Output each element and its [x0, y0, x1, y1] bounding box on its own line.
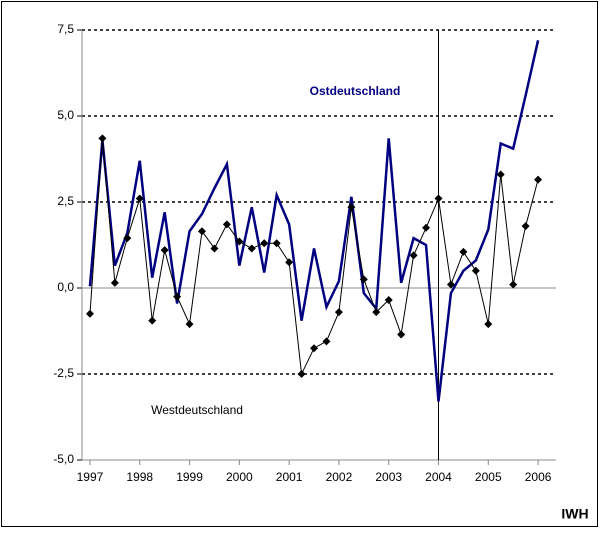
marker: [272, 239, 281, 248]
marker: [372, 308, 381, 317]
marker: [160, 246, 169, 255]
source: IWH: [561, 506, 588, 522]
marker: [235, 237, 244, 246]
marker: [484, 320, 493, 329]
marker: [310, 344, 319, 353]
y-tick-label: -5,0: [53, 452, 74, 466]
marker: [110, 278, 119, 287]
marker: [409, 251, 418, 260]
marker: [173, 292, 182, 301]
y-tick-label: 0,0: [57, 280, 74, 294]
marker: [197, 227, 206, 236]
x-tick-label: 2000: [226, 470, 253, 484]
x-tick-label: 1997: [77, 470, 104, 484]
marker: [509, 280, 518, 289]
marker: [148, 316, 157, 325]
marker: [459, 247, 468, 256]
series-label: Ostdeutschland: [310, 84, 401, 98]
line: [88, 40, 540, 402]
series-label: Westdeutschland: [151, 403, 243, 417]
marker: [434, 194, 443, 203]
marker: [185, 320, 194, 329]
marker: [135, 194, 144, 203]
marker: [322, 337, 331, 346]
marker: [534, 175, 543, 184]
x-tick-label: 1999: [176, 470, 203, 484]
x-tick-label: 2006: [525, 470, 552, 484]
x-tick-label: 2003: [375, 470, 402, 484]
marker: [446, 280, 455, 289]
marker: [359, 275, 368, 284]
marker: [98, 134, 107, 143]
y-tick-label: -2,5: [53, 366, 74, 380]
marker: [422, 223, 431, 232]
marker: [222, 220, 231, 229]
x-tick-label: 2004: [425, 470, 452, 484]
marker: [247, 244, 256, 253]
marker: [347, 203, 356, 212]
marker: [384, 296, 393, 305]
x-tick-label: 1998: [126, 470, 153, 484]
marker: [123, 234, 132, 243]
marker: [334, 308, 343, 317]
marker: [521, 222, 530, 231]
marker: [210, 244, 219, 253]
marker: [297, 370, 306, 378]
marker: [285, 258, 294, 267]
y-tick-label: 7,5: [57, 22, 74, 36]
marker: [397, 330, 406, 339]
marker: [471, 266, 480, 275]
x-tick-label: 2001: [276, 470, 303, 484]
y-tick-label: 2,5: [57, 194, 74, 208]
x-tick-label: 2005: [475, 470, 502, 484]
x-tick-label: 2002: [326, 470, 353, 484]
marker: [260, 239, 269, 248]
marker: [85, 309, 94, 318]
y-tick-label: 5,0: [57, 108, 74, 122]
marker: [496, 170, 505, 179]
